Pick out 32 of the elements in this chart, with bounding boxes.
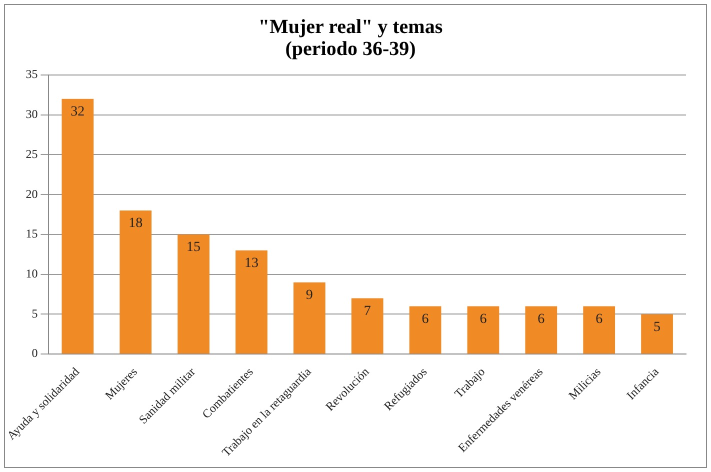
- data-label: 15: [186, 240, 201, 256]
- bar: [409, 306, 442, 354]
- bar: [351, 298, 384, 354]
- bar: [62, 98, 94, 354]
- y-tick-label: 15: [26, 226, 38, 241]
- data-label: 18: [128, 216, 143, 232]
- bar: [641, 314, 673, 354]
- y-tick-label: 5: [32, 306, 38, 320]
- data-label: 6: [596, 312, 603, 327]
- data-label: 6: [480, 312, 487, 327]
- data-label: 7: [364, 304, 371, 319]
- data-label: 32: [70, 104, 85, 120]
- data-label: 5: [654, 320, 661, 335]
- bar: [293, 282, 326, 354]
- data-label: 6: [538, 312, 545, 327]
- y-tick-label: 10: [26, 266, 38, 280]
- data-label: 13: [244, 256, 258, 272]
- bar: [120, 210, 152, 354]
- y-tick-label: 20: [26, 186, 38, 201]
- text: "Mujer real" y temas: [258, 16, 443, 38]
- y-tick-label: 0: [32, 346, 38, 360]
- bar: [236, 250, 268, 354]
- bar: [178, 234, 210, 354]
- bar: [525, 306, 558, 354]
- data-label: 6: [422, 312, 429, 327]
- y-tick-label: 30: [26, 107, 38, 122]
- y-tick-label: 35: [26, 67, 38, 82]
- bar: [583, 306, 616, 354]
- data-label: 9: [306, 288, 313, 303]
- text: (periodo 36-39): [285, 38, 416, 60]
- bar: [467, 306, 500, 354]
- y-tick-label: 25: [26, 146, 38, 161]
